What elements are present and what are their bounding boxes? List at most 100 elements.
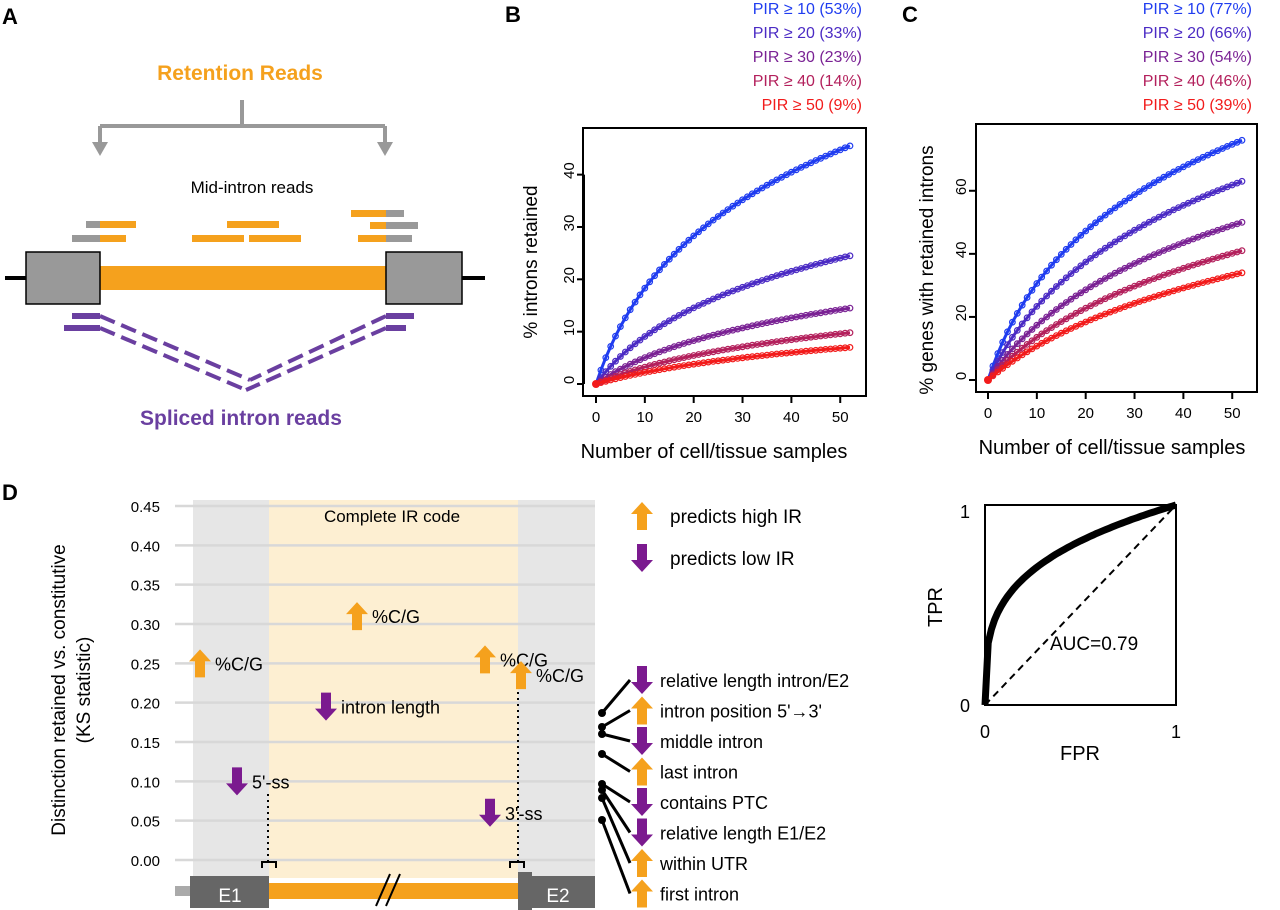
data-point (822, 308, 829, 316)
side-connector (601, 782, 631, 804)
spliced-reads-label: Spliced intron reads (140, 407, 342, 430)
data-point (631, 298, 639, 306)
data-point (1106, 241, 1114, 249)
data-point (802, 347, 810, 355)
arrow-up-icon (631, 757, 653, 786)
side-connector (600, 797, 632, 864)
arrow-down-icon (631, 818, 653, 847)
data-point (753, 352, 761, 360)
data-point (1033, 321, 1041, 329)
x-tick-label: 0 (592, 409, 600, 426)
legend-entry: PIR ≥ 30 (54%) (1143, 49, 1252, 66)
data-point (675, 245, 683, 253)
x-tick-label: 10 (1029, 405, 1046, 422)
data-point (621, 314, 629, 322)
data-point (719, 356, 727, 364)
data-point (1092, 219, 1099, 227)
feature-label: 5'-ss (252, 772, 289, 792)
data-point (778, 337, 785, 345)
side-dot (598, 750, 606, 758)
data-point (1072, 236, 1080, 244)
data-point (836, 344, 844, 352)
data-point (714, 357, 722, 365)
data-point (739, 196, 746, 204)
data-point (1023, 314, 1031, 322)
data-point (1023, 330, 1031, 338)
data-point (670, 363, 678, 371)
data-point (665, 317, 673, 325)
series-line (986, 249, 1243, 382)
data-point (1101, 275, 1109, 282)
break-mark (385, 873, 401, 907)
x-tick-label: 10 (637, 409, 654, 426)
data-point (700, 359, 707, 367)
data-point (783, 336, 790, 344)
data-point (1111, 204, 1119, 212)
data-point (846, 142, 854, 150)
data-point (1009, 333, 1016, 341)
panel-roc: AUC=0.79 0 1 0 1 TPR FPR (925, 501, 1181, 765)
data-point (1140, 185, 1148, 192)
data-point (656, 323, 663, 331)
plot-frame-roc (984, 504, 1177, 706)
data-point (690, 232, 698, 240)
data-point (1004, 328, 1011, 336)
data-point (1111, 238, 1119, 246)
side-dot (598, 723, 606, 731)
data-point (636, 370, 644, 377)
data-point (734, 344, 742, 352)
side-connector (600, 789, 632, 834)
data-point (631, 340, 639, 348)
data-point (812, 333, 820, 341)
data-point (846, 344, 854, 351)
data-point (827, 307, 834, 315)
side-feature-label: middle intron (660, 732, 763, 752)
y-axis-label-b: % introns retained (521, 185, 542, 338)
data-point (661, 320, 668, 328)
y-tick-label: 20 (561, 267, 578, 284)
data-point (1238, 269, 1246, 277)
feature-label: %C/G (500, 650, 548, 670)
x-axis-label-b: Number of cell/tissue samples (581, 441, 848, 463)
side-feature-label: contains PTC (660, 793, 768, 813)
data-point (831, 345, 839, 353)
data-point (846, 304, 854, 312)
data-point (1126, 194, 1134, 202)
arrow-down-icon (226, 767, 248, 796)
data-point (1013, 354, 1021, 362)
plot-d: 0.00 0.05 0.10 0.15 0.20 0.25 0.30 0.35 0.40 0.45… (131, 499, 849, 910)
data-point (1028, 308, 1036, 316)
data-point (758, 340, 766, 348)
data-point (1038, 317, 1046, 325)
legend-entry: PIR ≥ 40 (46%) (1143, 73, 1252, 90)
legend-entry: PIR ≥ 30 (23%) (753, 49, 862, 66)
data-point (778, 350, 785, 357)
data-point (1238, 177, 1246, 185)
data-point (1238, 247, 1246, 255)
data-point (1145, 182, 1153, 190)
y-axis-label-d-line1: Distinction retained vs. constitutive (49, 544, 70, 835)
data-point (1238, 136, 1246, 144)
data-point (1096, 248, 1104, 255)
data-point (1077, 262, 1085, 270)
data-point (807, 333, 815, 341)
y-tick-label: 10 (561, 319, 578, 336)
origin-point (592, 380, 600, 388)
data-point (999, 364, 1007, 372)
data-point (1067, 241, 1075, 248)
x-axis-label-roc: FPR (1060, 743, 1100, 765)
data-point (646, 329, 654, 337)
data-point (1052, 306, 1060, 313)
exon1-label: E1 (218, 886, 241, 907)
side-dot (598, 794, 606, 802)
feature-label: %C/G (215, 654, 263, 674)
data-point (612, 357, 619, 365)
data-point (1057, 278, 1065, 286)
data-point (831, 307, 839, 314)
legend-entry: PIR ≥ 20 (66%) (1143, 25, 1252, 42)
data-point (1033, 333, 1041, 341)
data-point (827, 345, 834, 353)
side-connector (600, 679, 632, 714)
data-point (1092, 251, 1099, 259)
data-point (729, 355, 737, 363)
